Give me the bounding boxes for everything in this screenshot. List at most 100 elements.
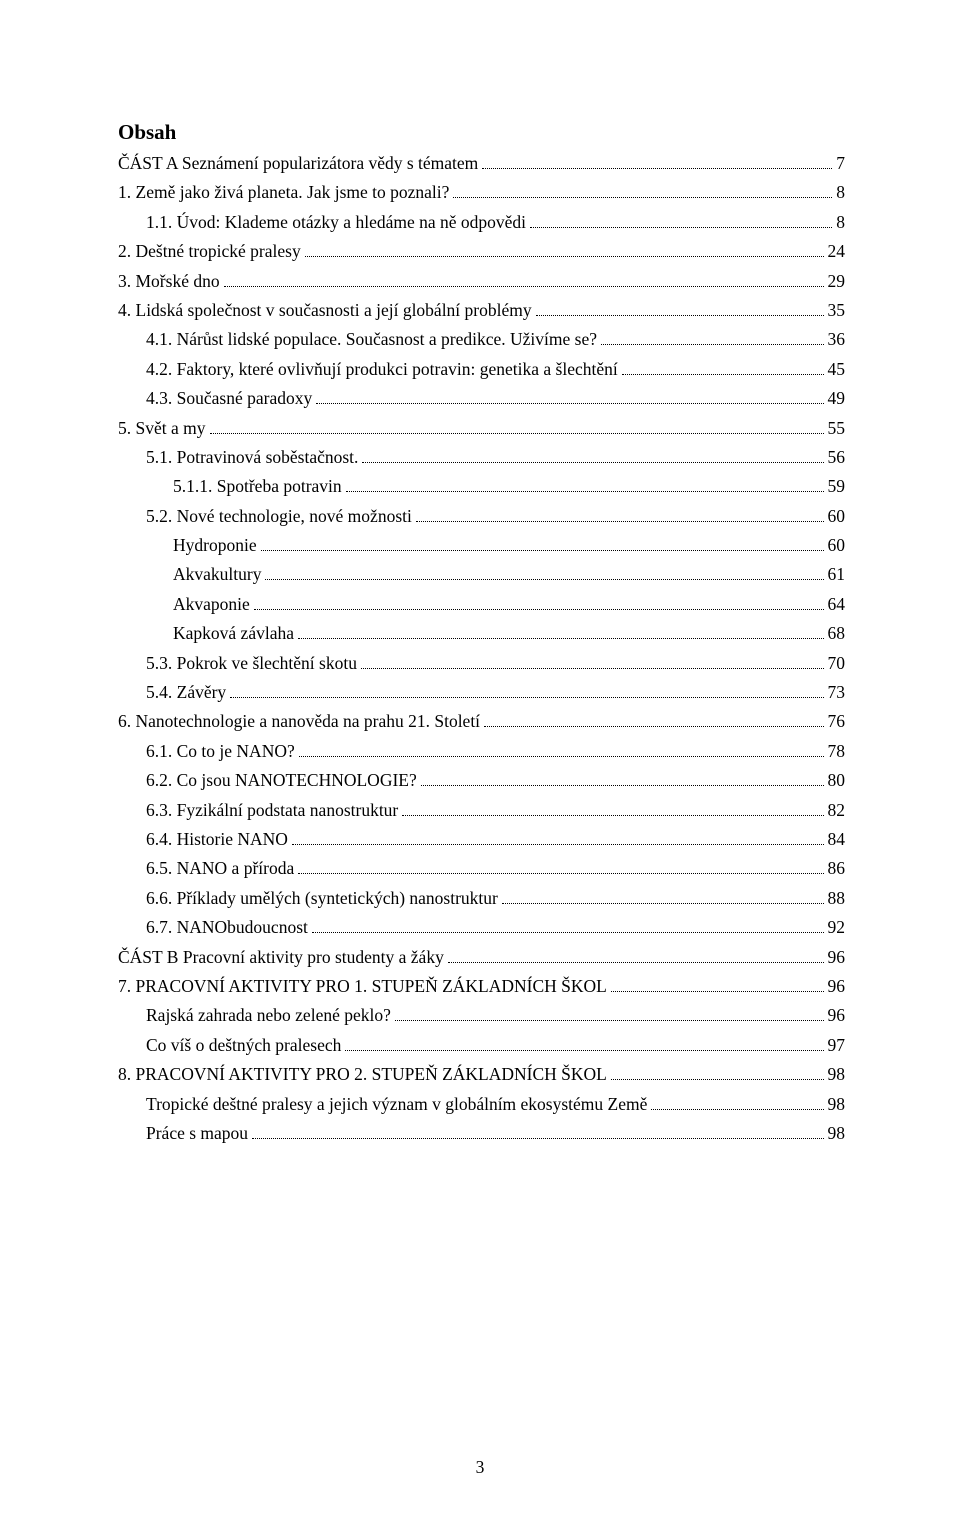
toc-entry: 1.1. Úvod: Klademe otázky a hledáme na n… — [118, 208, 845, 237]
toc-entry: 6.6. Příklady umělých (syntetických) nan… — [118, 884, 845, 913]
toc-entry-page: 92 — [828, 913, 846, 942]
toc-leader — [298, 859, 823, 875]
toc-leader — [252, 1123, 823, 1139]
toc-entry-text: 6. Nanotechnologie a nanověda na prahu 2… — [118, 707, 480, 736]
toc-entry: 7. PRACOVNÍ AKTIVITY PRO 1. STUPEŇ ZÁKLA… — [118, 972, 845, 1001]
toc-entry-page: 68 — [828, 619, 846, 648]
toc-entry-page: 70 — [828, 649, 846, 678]
toc-entry-text: 4.2. Faktory, které ovlivňují produkci p… — [146, 355, 618, 384]
toc-entry: Kapková závlaha68 — [118, 619, 845, 648]
toc-leader — [299, 741, 824, 757]
toc-entry: 5.2. Nové technologie, nové možnosti 60 — [118, 502, 845, 531]
toc-entry-text: 5. Svět a my — [118, 414, 206, 443]
toc-leader — [611, 976, 824, 992]
toc-leader — [651, 1094, 823, 1110]
toc-entry-page: 36 — [828, 325, 846, 354]
toc-entry: 5.1.1. Spotřeba potravin59 — [118, 472, 845, 501]
toc-entry: 5.4. Závěry73 — [118, 678, 845, 707]
toc-entry-page: 98 — [828, 1119, 846, 1148]
toc-entry: 6.3. Fyzikální podstata nanostruktur 82 — [118, 796, 845, 825]
page-number: 3 — [0, 1457, 960, 1478]
toc-leader — [210, 418, 824, 434]
toc-leader — [362, 447, 823, 463]
toc-entry-page: 64 — [828, 590, 846, 619]
toc-leader — [416, 506, 824, 522]
toc-entry: Co víš o deštných pralesech 97 — [118, 1031, 845, 1060]
toc-entry: Práce s mapou 98 — [118, 1119, 845, 1148]
toc-entry-page: 29 — [828, 267, 846, 296]
toc-entry-text: 5.1. Potravinová soběstačnost. — [146, 443, 358, 472]
toc-leader — [261, 535, 824, 551]
toc-entry-text: 6.3. Fyzikální podstata nanostruktur — [146, 796, 398, 825]
toc-entry: 6. Nanotechnologie a nanověda na prahu 2… — [118, 707, 845, 736]
toc-entry-text: Akvaponie — [173, 590, 250, 619]
toc-entry-text: 1. Země jako živá planeta. Jak jsme to p… — [118, 178, 449, 207]
toc-entry: 6.4. Historie NANO 84 — [118, 825, 845, 854]
toc-entry-page: 60 — [828, 531, 846, 560]
toc-leader — [224, 271, 824, 287]
toc-leader — [254, 594, 824, 610]
toc-entry-page: 96 — [828, 972, 846, 1001]
toc-leader — [536, 300, 824, 316]
toc-entry-page: 96 — [828, 943, 846, 972]
toc-leader — [484, 712, 823, 728]
toc-entry-page: 84 — [828, 825, 846, 854]
toc-entry: Hydroponie60 — [118, 531, 845, 560]
toc-entry-page: 61 — [828, 560, 846, 589]
toc-entry-page: 98 — [828, 1060, 846, 1089]
toc-entry: 1. Země jako živá planeta. Jak jsme to p… — [118, 178, 845, 207]
toc-entry: 4.2. Faktory, které ovlivňují produkci p… — [118, 355, 845, 384]
toc-entry-page: 76 — [828, 707, 846, 736]
toc-entry-page: 86 — [828, 854, 846, 883]
toc-entry-page: 8 — [836, 208, 845, 237]
toc-entry-page: 96 — [828, 1001, 846, 1030]
toc-entry: 4.3. Současné paradoxy 49 — [118, 384, 845, 413]
document-page: Obsah ČÁST A Seznámení popularizátora vě… — [0, 0, 960, 1536]
toc-entry-text: 6.2. Co jsou NANOTECHNOLOGIE? — [146, 766, 417, 795]
toc-entry-page: 60 — [828, 502, 846, 531]
toc-entry: 5.3. Pokrok ve šlechtění skotu 70 — [118, 649, 845, 678]
toc-leader — [448, 947, 824, 963]
toc-entry-text: 6.6. Příklady umělých (syntetických) nan… — [146, 884, 498, 913]
toc-entry: 2. Deštné tropické pralesy24 — [118, 237, 845, 266]
toc-entry-text: 6.4. Historie NANO — [146, 825, 288, 854]
toc-entry-text: 7. PRACOVNÍ AKTIVITY PRO 1. STUPEŇ ZÁKLA… — [118, 972, 607, 1001]
toc-entry-text: 4. Lidská společnost v současnosti a jej… — [118, 296, 532, 325]
toc-leader — [312, 917, 824, 933]
toc-entry-text: Tropické deštné pralesy a jejich význam … — [146, 1090, 647, 1119]
toc-leader — [292, 829, 824, 845]
toc-title: Obsah — [118, 120, 845, 145]
toc-leader — [601, 329, 824, 345]
toc-entry-text: 5.3. Pokrok ve šlechtění skotu — [146, 649, 357, 678]
toc-entry-page: 49 — [828, 384, 846, 413]
toc-entry-page: 97 — [828, 1031, 846, 1060]
toc-entry-text: Rajská zahrada nebo zelené peklo? — [146, 1001, 391, 1030]
toc-entry-text: 5.2. Nové technologie, nové možnosti — [146, 502, 412, 531]
toc-entry-page: 56 — [828, 443, 846, 472]
toc-entry-text: 5.1.1. Spotřeba potravin — [173, 472, 342, 501]
toc-entry: ČÁST B Pracovní aktivity pro studenty a … — [118, 943, 845, 972]
toc-entry-text: Co víš o deštných pralesech — [146, 1031, 341, 1060]
toc-entry: 5. Svět a my55 — [118, 414, 845, 443]
toc-entry-page: 82 — [828, 796, 846, 825]
toc-entry: 4. Lidská společnost v současnosti a jej… — [118, 296, 845, 325]
toc-entry-page: 80 — [828, 766, 846, 795]
toc-entry: Rajská zahrada nebo zelené peklo? 96 — [118, 1001, 845, 1030]
toc-entry-page: 8 — [836, 178, 845, 207]
toc-entry-page: 73 — [828, 678, 846, 707]
toc-entry-text: Práce s mapou — [146, 1119, 248, 1148]
toc-entry: 6.5. NANO a příroda86 — [118, 854, 845, 883]
toc-entry-page: 7 — [836, 149, 845, 178]
toc-leader — [453, 183, 832, 199]
toc-leader — [482, 153, 832, 169]
toc-entry-page: 88 — [828, 884, 846, 913]
toc-leader — [345, 1035, 823, 1051]
toc-entry: 3. Mořské dno29 — [118, 267, 845, 296]
toc-entry-text: 6.1. Co to je NANO? — [146, 737, 295, 766]
toc-leader — [298, 623, 824, 639]
toc-leader — [305, 241, 824, 257]
toc-entry-text: 4.3. Současné paradoxy — [146, 384, 312, 413]
toc-entry: 6.2. Co jsou NANOTECHNOLOGIE? 80 — [118, 766, 845, 795]
toc-leader — [502, 888, 824, 904]
toc-leader — [622, 359, 824, 375]
